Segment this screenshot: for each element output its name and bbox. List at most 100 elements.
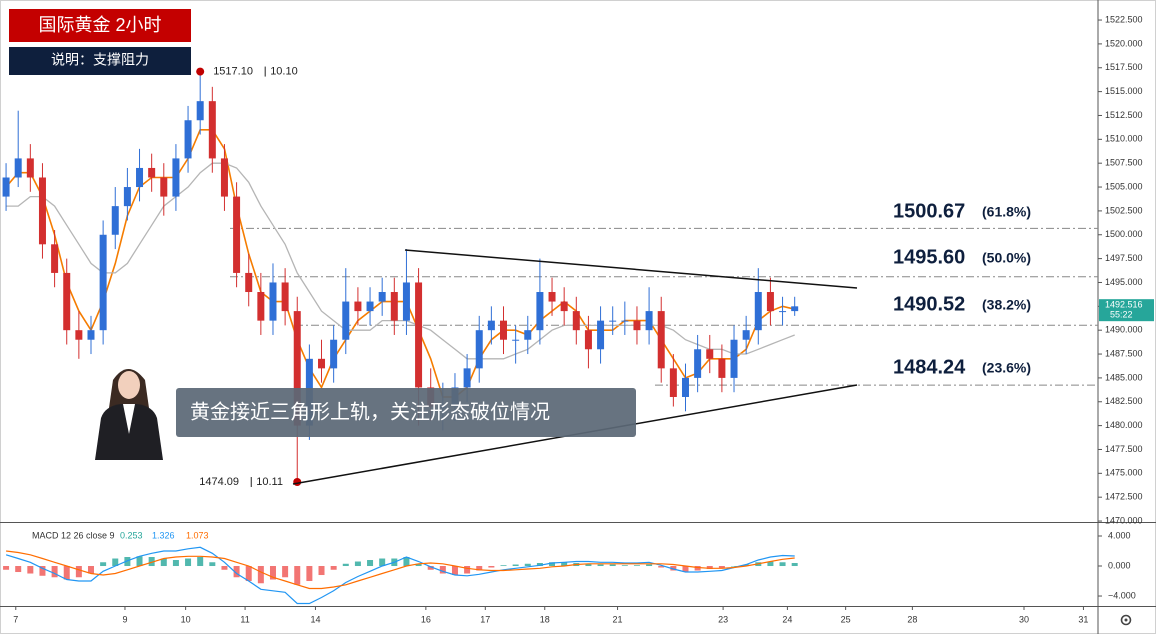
- macd-histogram-bar: [318, 566, 325, 576]
- x-tick-label: 31: [1078, 614, 1088, 624]
- candle-body: [136, 167, 144, 188]
- macd-histogram-bar: [197, 557, 204, 567]
- candle-body: [220, 158, 228, 197]
- macd-histogram-bar: [354, 561, 361, 567]
- fib-level-note: (38.2%): [982, 297, 1031, 313]
- candle-body: [681, 377, 689, 397]
- y-tick-label: 1507.500: [1105, 158, 1143, 168]
- macd-line: [5, 546, 795, 605]
- candle-body: [706, 349, 714, 359]
- candle-body: [233, 196, 241, 273]
- callout: 黄金接近三角形上轨，关注形态破位情况: [190, 400, 550, 423]
- candle-body: [584, 330, 592, 350]
- macd-histogram-bar: [63, 566, 70, 580]
- extreme-date: 10.11: [256, 476, 283, 488]
- candle-body: [742, 330, 750, 340]
- candle-body: [63, 272, 71, 331]
- macd-histogram-bar: [464, 566, 471, 574]
- macd-histogram-bar: [209, 562, 216, 567]
- x-tick-label: 11: [240, 614, 249, 624]
- macd-legend-title: MACD 12 26 close 9: [32, 530, 115, 540]
- x-tick-label: 28: [907, 614, 917, 624]
- macd-histogram-bar: [294, 566, 301, 585]
- y-tick-label: 1487.500: [1105, 348, 1143, 358]
- candle-body: [415, 282, 423, 388]
- macd-histogram-bar: [524, 563, 531, 567]
- candle-body: [123, 187, 131, 207]
- macd-histogram-bar: [148, 557, 155, 567]
- macd-histogram-bar: [646, 564, 653, 567]
- fib-level-label: 1500.67: [893, 200, 965, 222]
- y-tick-label: 1512.500: [1105, 110, 1143, 120]
- candle-body: [645, 311, 653, 331]
- candle-body: [342, 301, 350, 340]
- candle-body: [390, 292, 398, 321]
- macd-histogram-bar: [27, 566, 34, 574]
- plot-layer: 1470.0001472.5001475.0001477.5001480.000…: [2, 14, 1154, 624]
- y-tick-label: 1475.000: [1105, 468, 1143, 478]
- macd-histogram-bar: [621, 565, 628, 567]
- candle-body: [87, 330, 95, 340]
- extreme-date: 10.10: [270, 65, 298, 77]
- macd-histogram-bar: [682, 566, 689, 573]
- y-tick-label: 1510.000: [1105, 134, 1143, 144]
- y-tick-label: 1482.500: [1105, 396, 1143, 406]
- candle-body: [463, 368, 471, 388]
- candle-body: [500, 320, 508, 340]
- candle-body: [366, 301, 374, 312]
- countdown: 55:22: [1110, 310, 1133, 320]
- y-tick-label: 1470.000: [1105, 515, 1143, 525]
- candle-body: [99, 234, 107, 331]
- x-tick-label: 23: [718, 614, 728, 624]
- candle-body: [281, 282, 289, 312]
- signal-line: [6, 550, 795, 590]
- candle-body: [148, 167, 156, 178]
- macd-histogram-bar: [403, 557, 410, 567]
- macd-histogram-bar: [706, 566, 713, 570]
- candle-body: [475, 330, 483, 369]
- candle-body: [560, 301, 568, 312]
- macd-histogram-bar: [15, 566, 22, 573]
- macd-histogram-bar: [257, 566, 264, 584]
- y-tick-label: 1520.000: [1105, 38, 1143, 48]
- candle-body: [609, 320, 617, 322]
- macd-histogram-bar: [658, 566, 665, 568]
- y-tick-label: 1472.500: [1105, 492, 1143, 502]
- macd-histogram-bar: [100, 562, 107, 567]
- y-tick-label: 1522.500: [1105, 14, 1143, 24]
- x-tick-label: 18: [540, 614, 550, 624]
- y-tick-label: −4.000: [1108, 590, 1136, 600]
- macd-histogram-bar: [269, 566, 276, 580]
- macd-histogram-bar: [536, 563, 543, 567]
- macd-histogram-bar: [306, 566, 313, 582]
- fib-level-note: (61.8%): [982, 204, 1031, 220]
- triangle-upper: [404, 249, 858, 289]
- fib-level-label: 1490.52: [893, 293, 965, 315]
- macd-legend-value: 1.326: [152, 530, 175, 540]
- y-tick-label: 1497.500: [1105, 253, 1143, 263]
- y-tick-label: 1515.000: [1105, 86, 1143, 96]
- macd-legend-value: 0.253: [120, 530, 143, 540]
- macd-histogram-bar: [633, 565, 640, 567]
- x-tick-label: 25: [841, 614, 851, 624]
- macd-histogram-bar: [233, 566, 240, 578]
- y-tick-label: 1485.000: [1105, 372, 1143, 382]
- macd-histogram-bar: [597, 564, 604, 567]
- y-tick-label: 1495.000: [1105, 277, 1143, 287]
- candle-body: [26, 158, 34, 178]
- candle-body: [597, 320, 605, 350]
- candle-body: [208, 101, 216, 159]
- macd-histogram-bar: [124, 557, 131, 567]
- candle-body: [318, 358, 326, 369]
- settings-icon[interactable]: [1120, 614, 1132, 626]
- macd-histogram-bar: [512, 564, 519, 567]
- candle-body: [621, 320, 629, 322]
- callout-box: [176, 388, 636, 437]
- candle-body: [718, 358, 726, 378]
- y-tick-label: 1500.000: [1105, 229, 1143, 239]
- candle-body: [257, 292, 265, 321]
- candle-body: [524, 330, 532, 340]
- y-tick-label: 1477.500: [1105, 444, 1143, 454]
- candle-body: [2, 177, 10, 197]
- y-tick-label: 4.000: [1108, 530, 1131, 540]
